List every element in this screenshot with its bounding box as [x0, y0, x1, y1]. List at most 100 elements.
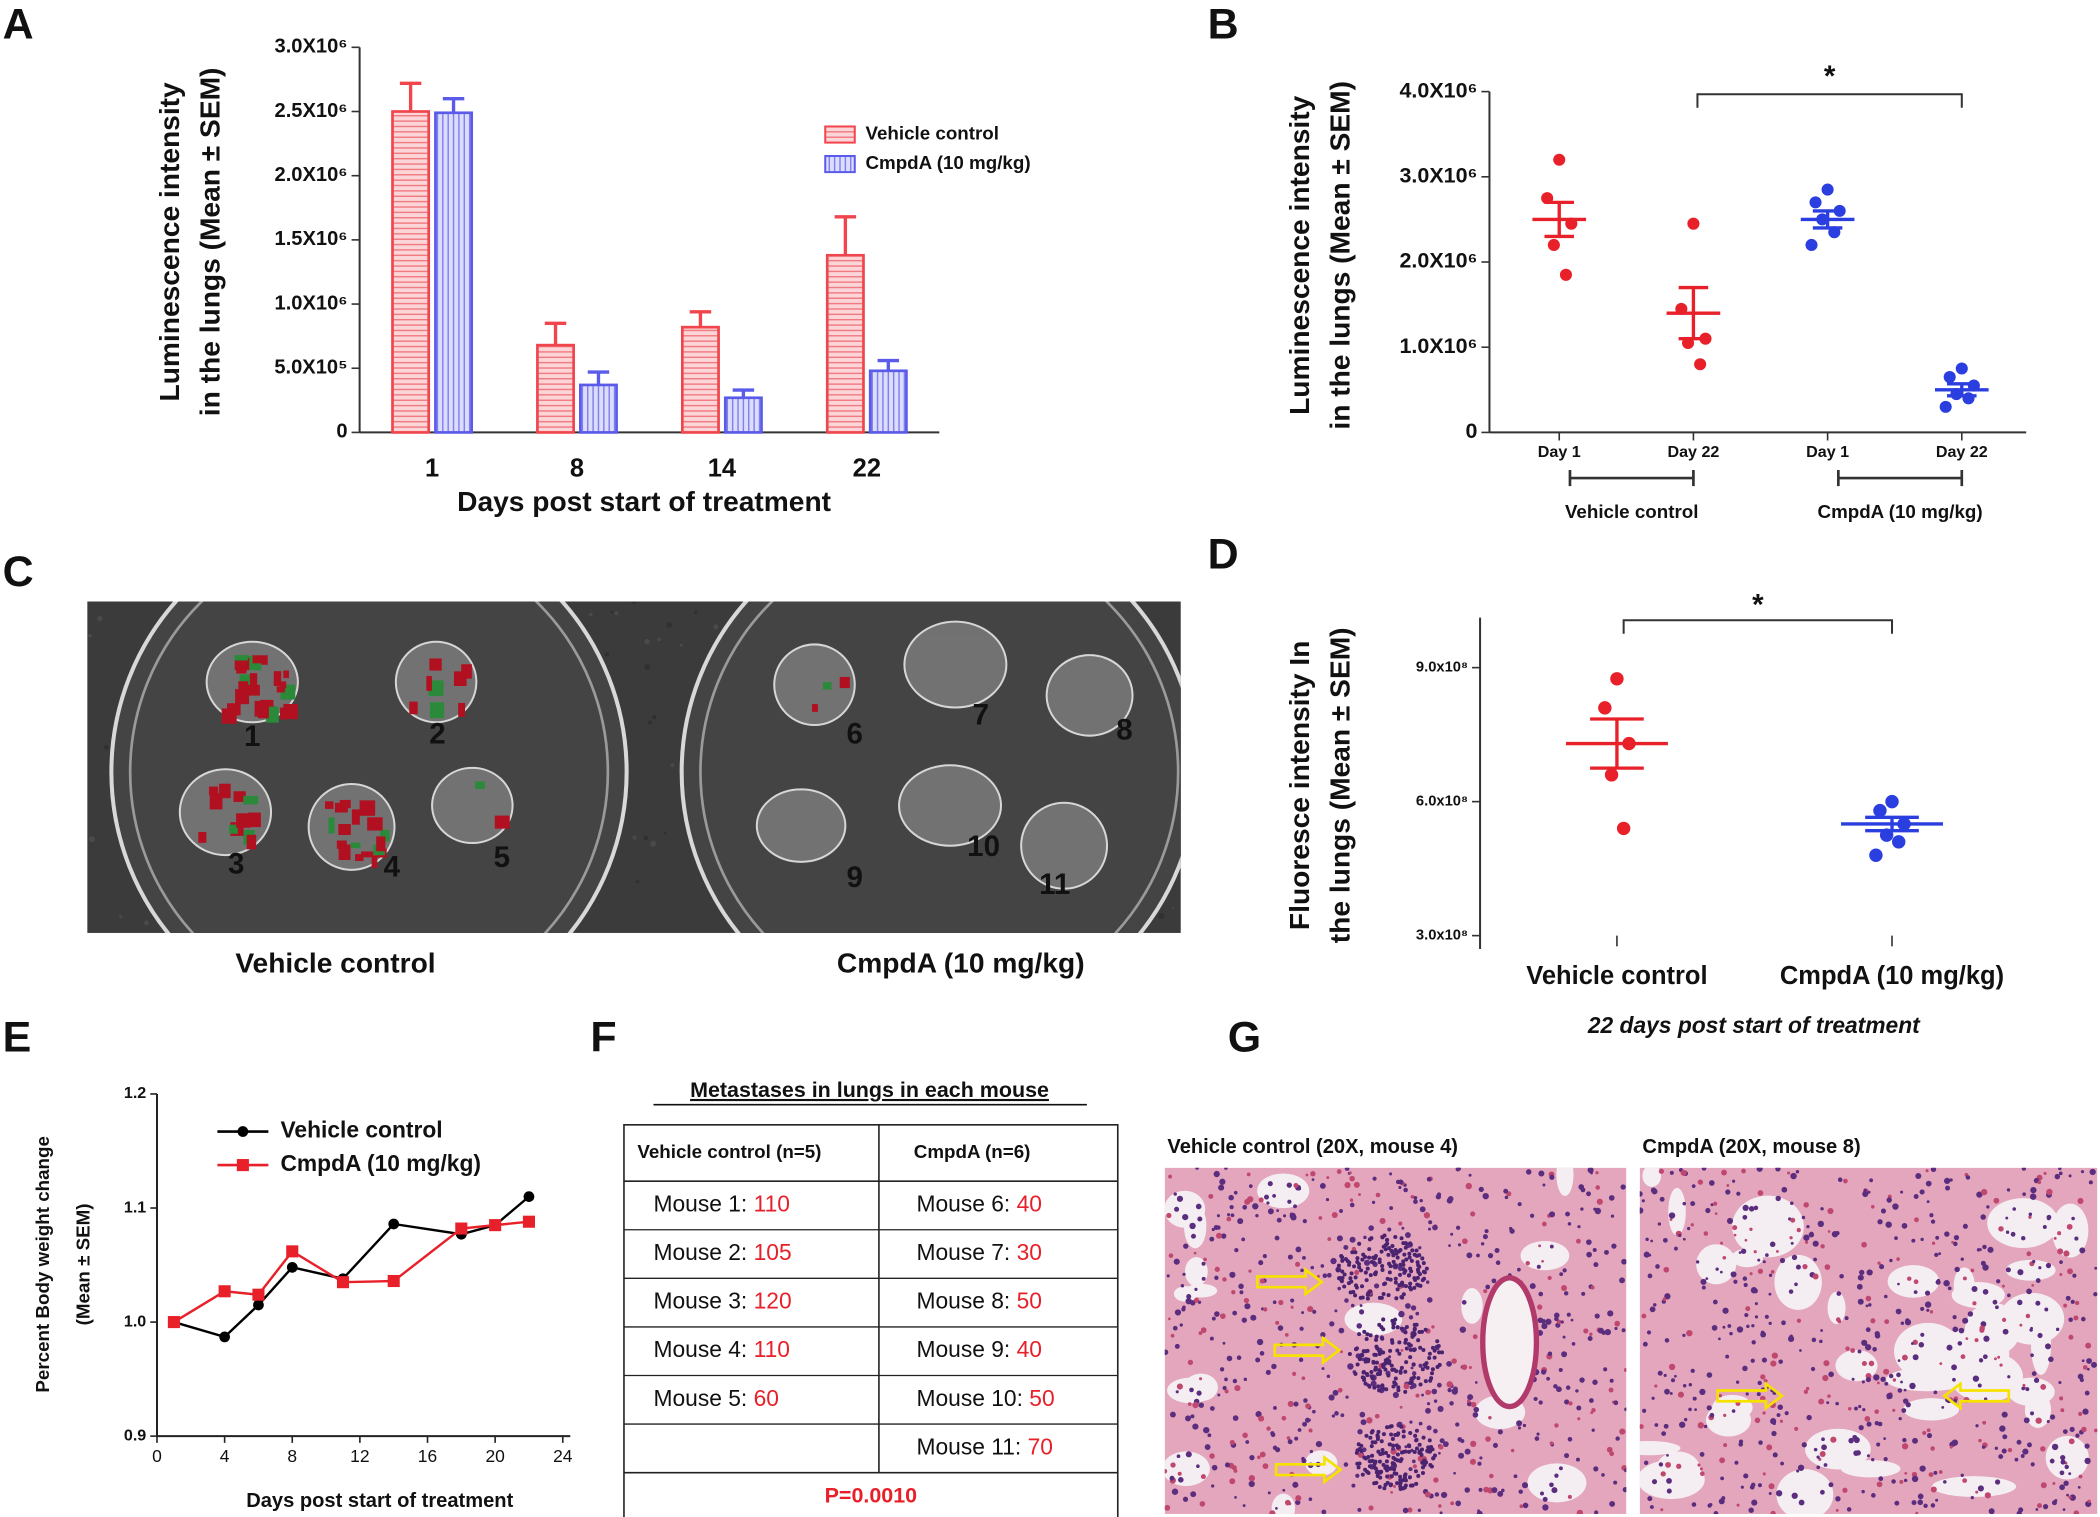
- nucleus: [2068, 1472, 2072, 1476]
- nucleus: [1839, 1273, 1844, 1279]
- tumor-nucleus: [1398, 1247, 1403, 1253]
- nucleus: [1431, 1388, 1438, 1395]
- nucleus: [1229, 1439, 1235, 1446]
- nucleus: [1706, 1372, 1713, 1378]
- nucleus: [1402, 1507, 1409, 1514]
- nucleus: [1302, 1219, 1307, 1224]
- nucleus: [1577, 1225, 1581, 1229]
- tumor-nucleus: [1409, 1269, 1414, 1274]
- x-tick-label: CmpdA (10 mg/kg): [1780, 962, 2004, 990]
- nucleus: [1208, 1193, 1214, 1199]
- significance-bracket: [1622, 619, 1894, 634]
- nucleus: [1727, 1324, 1732, 1328]
- nucleus: [1730, 1271, 1737, 1278]
- y-axis-label: Luminescence intensity: [153, 82, 185, 402]
- tumor-nucleus: [1414, 1428, 1419, 1433]
- tumor-nucleus: [1384, 1238, 1389, 1243]
- nucleus: [1326, 1176, 1330, 1180]
- bar: [579, 383, 618, 434]
- nucleus: [1169, 1475, 1175, 1481]
- nucleus: [2042, 1504, 2049, 1510]
- nucleus: [1827, 1394, 1831, 1398]
- nucleus: [1428, 1227, 1432, 1231]
- nucleus: [2030, 1353, 2034, 1358]
- nucleus: [1742, 1204, 1749, 1212]
- nucleus: [1770, 1360, 1777, 1367]
- nucleus: [1781, 1320, 1786, 1326]
- nucleus: [1768, 1491, 1772, 1495]
- nucleus: [1944, 1231, 1950, 1237]
- nucleus: [1399, 1405, 1403, 1409]
- nucleus: [1224, 1167, 1228, 1170]
- nucleus: [1286, 1436, 1291, 1440]
- nucleus: [1447, 1196, 1454, 1202]
- nucleus: [1812, 1240, 1819, 1247]
- nucleus: [1723, 1413, 1727, 1418]
- nucleus: [1311, 1178, 1315, 1181]
- nucleus: [2016, 1510, 2022, 1514]
- tumor-nucleus: [1350, 1250, 1355, 1255]
- tumor-signal: [247, 684, 260, 696]
- tumor-nucleus: [1420, 1278, 1425, 1283]
- tumor-nucleus: [1377, 1371, 1382, 1376]
- tumor-nucleus: [1364, 1357, 1369, 1362]
- nucleus: [1920, 1237, 1924, 1242]
- nucleus: [1843, 1178, 1848, 1184]
- tumor-nucleus: [1384, 1459, 1389, 1464]
- tumor-nucleus: [1340, 1269, 1345, 1274]
- nucleus: [1540, 1491, 1544, 1496]
- nucleus: [1835, 1496, 1841, 1502]
- marker: [336, 1276, 350, 1289]
- x-axis-label: Days post start of treatment: [457, 485, 832, 517]
- nucleus: [1199, 1501, 1206, 1507]
- nucleus: [1733, 1279, 1738, 1284]
- nucleus: [1591, 1408, 1596, 1413]
- nucleus: [1912, 1339, 1918, 1345]
- nucleus: [1351, 1246, 1357, 1252]
- tumor-nucleus: [1376, 1449, 1381, 1454]
- nucleus: [1938, 1470, 1943, 1474]
- tumor-nucleus: [1386, 1453, 1391, 1459]
- nucleus: [1819, 1451, 1826, 1457]
- nucleus: [1713, 1511, 1719, 1514]
- nucleus: [1756, 1392, 1761, 1397]
- nucleus: [1920, 1306, 1925, 1311]
- nucleus: [1494, 1248, 1500, 1254]
- nucleus: [1835, 1230, 1840, 1236]
- tumor-nucleus: [1377, 1459, 1382, 1464]
- nucleus: [1844, 1316, 1849, 1321]
- nucleus: [2064, 1464, 2069, 1470]
- nucleus: [1565, 1211, 1570, 1217]
- nucleus: [1553, 1384, 1558, 1389]
- nucleus: [1703, 1231, 1709, 1236]
- nucleus: [1197, 1216, 1203, 1222]
- tumor-nucleus: [1403, 1268, 1408, 1273]
- tumor-nucleus: [1418, 1283, 1423, 1288]
- nucleus: [1929, 1213, 1934, 1218]
- tumor-signal: [219, 783, 231, 799]
- nucleus: [1796, 1469, 1800, 1473]
- nucleus: [2084, 1443, 2090, 1449]
- nucleus: [1868, 1360, 1875, 1367]
- tumor-nucleus: [1359, 1268, 1364, 1273]
- nucleus: [1525, 1261, 1530, 1266]
- nucleus: [1549, 1441, 1554, 1446]
- nucleus: [1874, 1409, 1879, 1414]
- nucleus: [2038, 1266, 2042, 1270]
- nucleus: [1926, 1200, 1930, 1204]
- nucleus: [1947, 1286, 1952, 1291]
- nucleus: [1896, 1257, 1900, 1261]
- nucleus: [1265, 1369, 1271, 1375]
- nucleus: [2077, 1486, 2081, 1489]
- nucleus: [1468, 1173, 1472, 1177]
- nucleus: [1403, 1187, 1408, 1193]
- nucleus: [1750, 1358, 1755, 1363]
- photo-noise: [610, 610, 614, 614]
- nucleus: [1293, 1401, 1299, 1407]
- tumor-nucleus: [1353, 1250, 1358, 1255]
- nucleus: [1290, 1298, 1295, 1303]
- nucleus: [2025, 1313, 2031, 1319]
- nucleus: [1709, 1412, 1715, 1418]
- nucleus: [1779, 1257, 1786, 1264]
- nucleus: [1622, 1486, 1627, 1493]
